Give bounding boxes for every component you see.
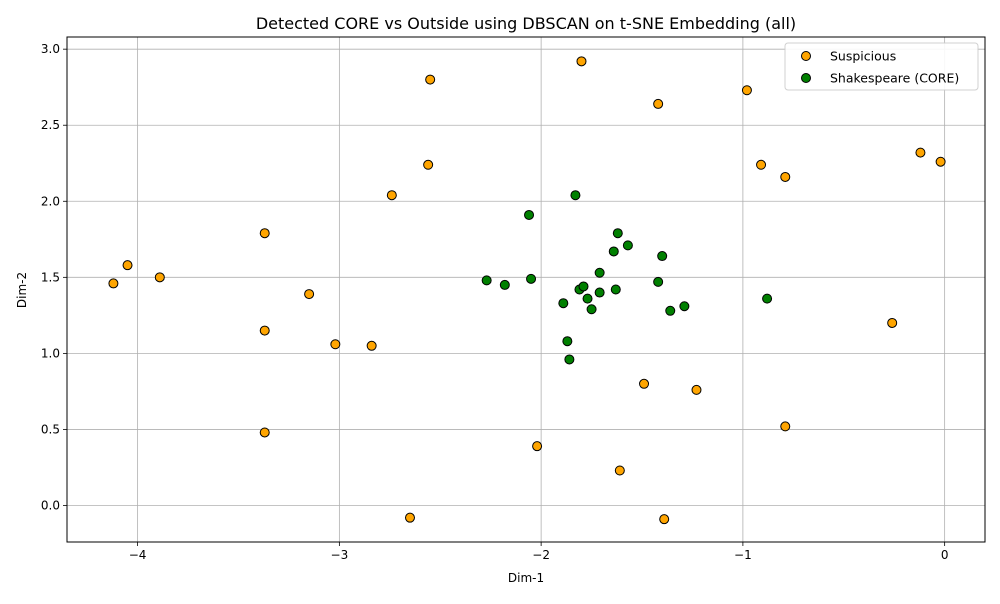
data-point — [558, 298, 569, 309]
y-tick-label: 0.0 — [41, 498, 60, 512]
x-tick-label: −4 — [129, 548, 147, 562]
y-tick-label: 2.5 — [41, 118, 60, 132]
data-point — [762, 293, 773, 304]
y-tick-label: 1.0 — [41, 346, 60, 360]
data-point — [154, 272, 165, 283]
data-point — [659, 514, 670, 525]
data-point — [108, 278, 119, 289]
grid-lines — [67, 37, 985, 542]
data-point — [594, 287, 605, 298]
data-point — [578, 281, 589, 292]
data-point — [756, 159, 767, 170]
series-1 — [481, 190, 773, 365]
x-tick-label: −2 — [532, 548, 550, 562]
data-point — [612, 228, 623, 239]
data-point — [915, 147, 926, 158]
data-point — [259, 427, 270, 438]
data-point — [576, 56, 587, 67]
data-point — [570, 190, 581, 201]
x-axis-ticks: −4 −3 −2 −1 0 — [129, 542, 949, 562]
x-tick-label: −1 — [734, 548, 752, 562]
x-axis-label: Dim-1 — [508, 571, 544, 585]
data-point — [423, 159, 434, 170]
data-point — [608, 246, 619, 257]
y-tick-label: 0.5 — [41, 422, 60, 436]
data-point — [691, 384, 702, 395]
y-tick-label: 1.5 — [41, 270, 60, 284]
y-axis-ticks: 0.0 0.5 1.0 1.5 2.0 2.5 3.0 — [41, 42, 67, 512]
legend-marker-suspicious — [801, 51, 811, 61]
data-point — [122, 260, 133, 271]
data-point — [562, 336, 573, 347]
data-point — [524, 209, 535, 220]
series-0 — [108, 56, 946, 525]
data-point — [935, 156, 946, 167]
data-point — [304, 289, 315, 300]
data-point — [780, 421, 791, 432]
plot-area-frame — [66, 36, 986, 543]
data-point — [887, 317, 898, 328]
data-point — [665, 305, 676, 316]
data-point — [404, 512, 415, 523]
y-tick-label: 2.0 — [41, 194, 60, 208]
data-point — [639, 378, 650, 389]
data-point — [330, 339, 341, 350]
data-point — [594, 267, 605, 278]
data-point — [653, 276, 664, 287]
data-point — [259, 325, 270, 336]
legend: Suspicious Shakespeare (CORE) — [784, 42, 979, 91]
data-point — [526, 273, 537, 284]
data-points — [108, 56, 946, 525]
chart-title: Detected CORE vs Outside using DBSCAN on… — [256, 14, 796, 33]
legend-label-suspicious: Suspicious — [830, 49, 896, 64]
legend-frame — [784, 42, 979, 91]
data-point — [259, 228, 270, 239]
data-point — [741, 85, 752, 96]
data-point — [366, 340, 377, 351]
data-point — [532, 441, 543, 452]
data-point — [653, 98, 664, 109]
data-point — [657, 251, 668, 262]
data-point — [679, 301, 690, 312]
y-axis-label: Dim-2 — [15, 272, 29, 308]
data-point — [499, 279, 510, 290]
data-point — [610, 284, 621, 295]
data-point — [780, 171, 791, 182]
x-tick-label: 0 — [941, 548, 949, 562]
y-tick-label: 3.0 — [41, 42, 60, 56]
data-point — [622, 240, 633, 251]
x-tick-label: −3 — [331, 548, 349, 562]
data-point — [386, 190, 397, 201]
data-point — [564, 354, 575, 365]
data-point — [614, 465, 625, 476]
legend-label-core: Shakespeare (CORE) — [830, 71, 959, 86]
data-point — [481, 275, 492, 286]
data-point — [586, 304, 597, 315]
legend-marker-core — [801, 73, 811, 83]
data-point — [425, 74, 436, 85]
data-point — [582, 293, 593, 304]
